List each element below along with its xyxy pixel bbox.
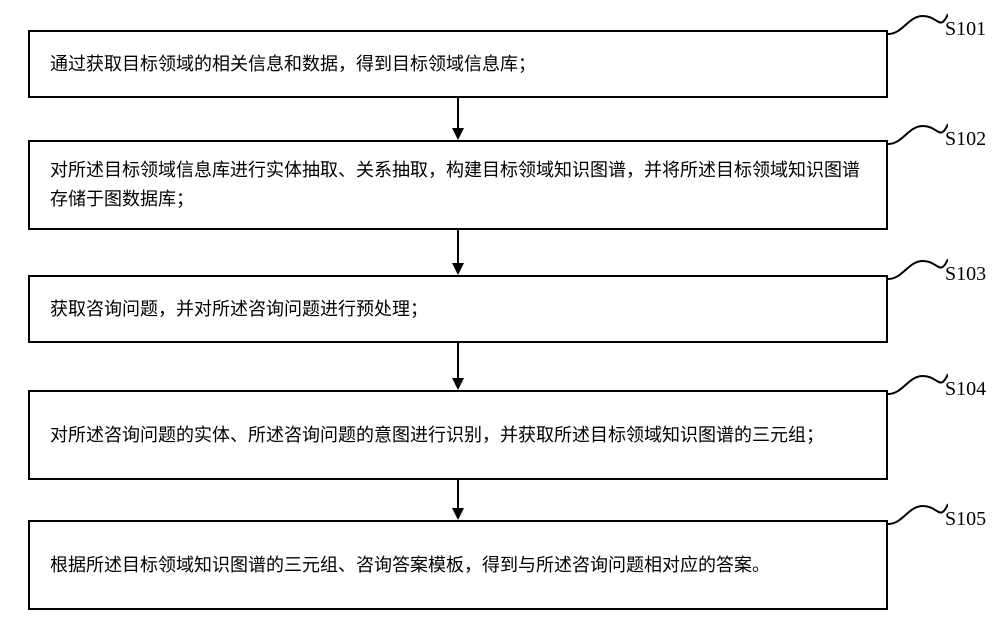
step-label-s103: S103 xyxy=(945,263,986,286)
arrow-s104-s105 xyxy=(448,480,468,520)
step-text-s102: 对所述目标领域信息库进行实体抽取、关系抽取，构建目标领域知识图谱，并将所述目标领… xyxy=(50,156,866,214)
arrow-s103-s104 xyxy=(448,343,468,390)
step-text-s101: 通过获取目标领域的相关信息和数据，得到目标领域信息库； xyxy=(50,50,536,79)
swoosh-icon xyxy=(888,12,948,40)
arrow-s102-s103 xyxy=(448,230,468,275)
step-text-s103: 获取咨询问题，并对所述咨询问题进行预处理； xyxy=(50,295,428,324)
swoosh-icon xyxy=(888,122,948,150)
step-box-s103: 获取咨询问题，并对所述咨询问题进行预处理； xyxy=(28,275,888,343)
step-label-s102: S102 xyxy=(945,128,986,151)
step-box-s102: 对所述目标领域信息库进行实体抽取、关系抽取，构建目标领域知识图谱，并将所述目标领… xyxy=(28,140,888,230)
step-label-s104: S104 xyxy=(945,378,986,401)
step-box-s105: 根据所述目标领域知识图谱的三元组、咨询答案模板，得到与所述咨询问题相对应的答案。 xyxy=(28,520,888,610)
step-text-s104: 对所述咨询问题的实体、所述咨询问题的意图进行识别，并获取所述目标领域知识图谱的三… xyxy=(50,421,824,450)
flowchart-canvas: 通过获取目标领域的相关信息和数据，得到目标领域信息库； S101 对所述目标领域… xyxy=(0,0,1000,617)
step-text-s105: 根据所述目标领域知识图谱的三元组、咨询答案模板，得到与所述咨询问题相对应的答案。 xyxy=(50,551,770,580)
swoosh-icon xyxy=(888,257,948,285)
step-label-s101: S101 xyxy=(945,18,986,41)
step-box-s104: 对所述咨询问题的实体、所述咨询问题的意图进行识别，并获取所述目标领域知识图谱的三… xyxy=(28,390,888,480)
step-box-s101: 通过获取目标领域的相关信息和数据，得到目标领域信息库； xyxy=(28,30,888,98)
step-label-s105: S105 xyxy=(945,508,986,531)
swoosh-icon xyxy=(888,372,948,400)
arrow-s101-s102 xyxy=(448,98,468,140)
swoosh-icon xyxy=(888,502,948,530)
